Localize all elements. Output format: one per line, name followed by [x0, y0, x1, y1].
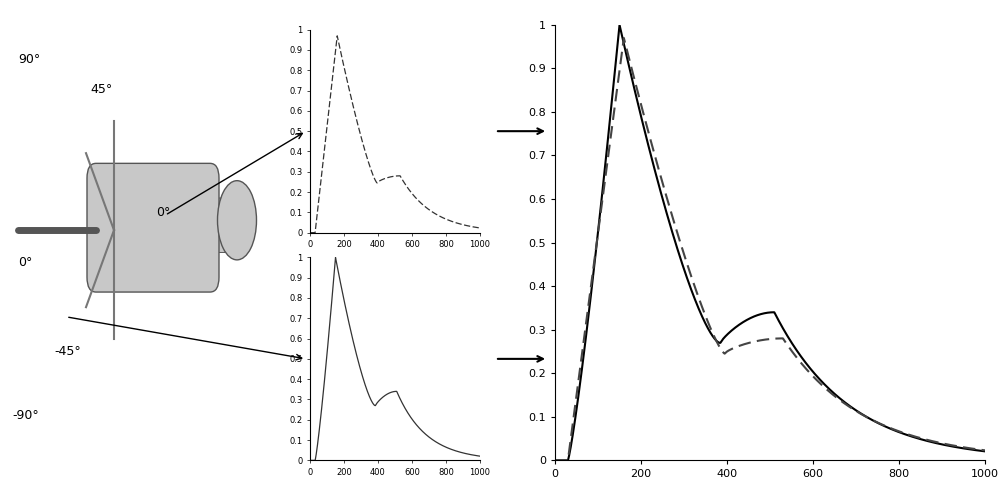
- Ellipse shape: [218, 181, 256, 260]
- Text: 45°: 45°: [90, 83, 112, 96]
- FancyBboxPatch shape: [87, 163, 219, 292]
- Text: 0°: 0°: [18, 256, 32, 269]
- Text: -45°: -45°: [54, 345, 81, 358]
- Text: -90°: -90°: [12, 409, 39, 422]
- Text: 90°: 90°: [18, 53, 40, 66]
- Text: 0°: 0°: [156, 206, 170, 219]
- FancyBboxPatch shape: [201, 198, 237, 252]
